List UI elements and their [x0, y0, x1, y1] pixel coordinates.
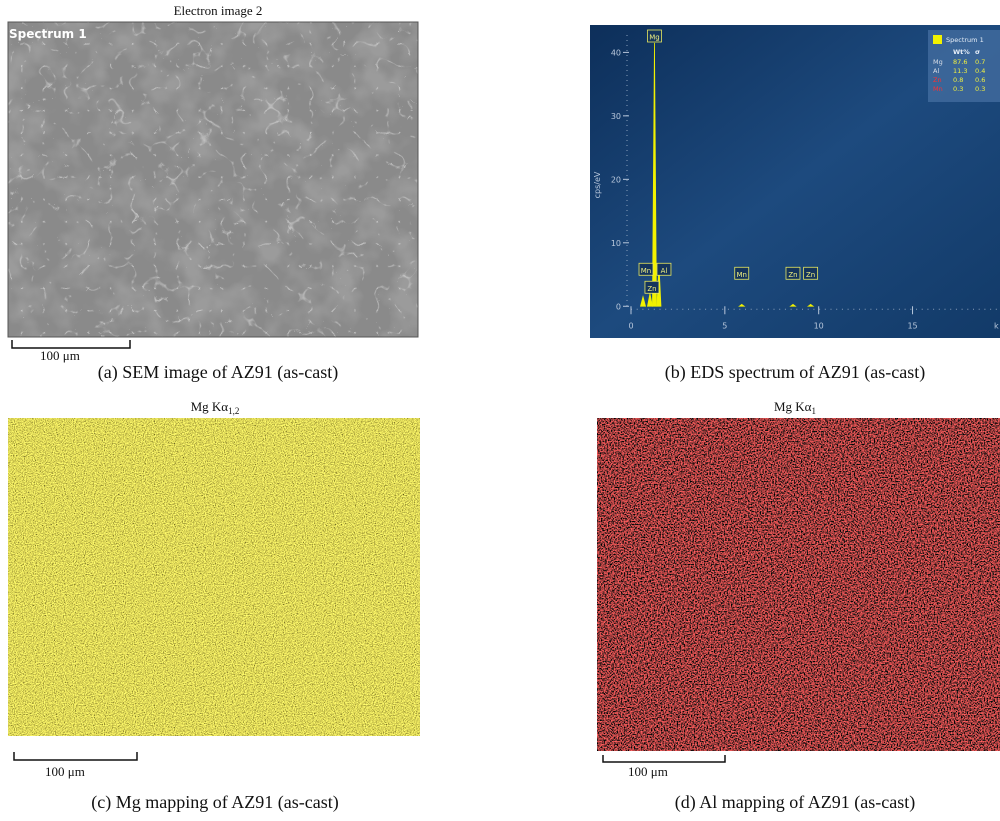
x-axis-label: k [994, 321, 999, 330]
scale-bar [12, 340, 130, 348]
caption: (a) SEM image of AZ91 (as-cast) [98, 362, 338, 383]
title-text: Mg Kα [191, 399, 229, 414]
peak-label: Mn [641, 267, 651, 275]
panel-title: Electron image 2 [174, 3, 263, 18]
legend-value: 0.3 [975, 85, 985, 93]
y-axis-label: cps/eV [593, 171, 602, 198]
panel-title: Mg Kα1,2 [191, 399, 240, 416]
caption: (b) EDS spectrum of AZ91 (as-cast) [665, 362, 925, 383]
scale-bar [603, 755, 725, 762]
peak-label: Mn [736, 271, 746, 279]
legend-value: 0.8 [953, 76, 963, 84]
figure: Electron image 2 Spectrum 1 100 μm (a) S… [0, 0, 1000, 821]
peak-label: Zn [806, 271, 815, 279]
y-tick-label: 10 [611, 239, 621, 248]
x-tick-label: 0 [628, 321, 633, 330]
title-text: Mg Kα [774, 399, 812, 414]
caption: (d) Al mapping of AZ91 (as-cast) [675, 792, 915, 813]
y-tick-label: 30 [611, 112, 621, 121]
al-map [597, 418, 1000, 751]
x-tick-label: 15 [907, 321, 917, 330]
legend-swatch [933, 35, 942, 44]
scale-label: 100 μm [628, 764, 668, 779]
y-tick-label: 40 [611, 48, 621, 57]
page: AZ91 SEM/EDS figure {"panels": [ {"title… [0, 0, 1000, 821]
sem-image [8, 22, 418, 337]
peak-label: Mg [649, 34, 659, 42]
y-tick-label: 0 [616, 302, 621, 311]
legend-value: 0.3 [953, 85, 963, 93]
scale-bar [14, 752, 137, 760]
legend-value: 0.7 [975, 58, 985, 66]
legend-value: 0.6 [975, 76, 985, 84]
mg-map [8, 418, 420, 736]
overlay-label: Spectrum 1 [9, 27, 87, 41]
panel-title: Mg Kα1 [774, 399, 816, 416]
x-tick-label: 10 [814, 321, 824, 330]
title-subscript: 1,2 [228, 406, 239, 416]
scale-label: 100 μm [45, 764, 85, 779]
legend-value: 0.4 [975, 67, 985, 75]
legend-value: 11.3 [953, 67, 967, 75]
legend-element: Al [933, 67, 939, 75]
legend-element: Mg [933, 58, 943, 66]
body: Electron image 2 Spectrum 1 100 μm (a) S… [0, 0, 1000, 821]
x-tick-label: 5 [722, 321, 727, 330]
caption: (c) Mg mapping of AZ91 (as-cast) [91, 792, 338, 813]
legend-element: Mn [933, 85, 943, 93]
legend-title: Spectrum 1 [946, 36, 984, 44]
peak-label: Zn [788, 271, 797, 279]
scale-label: 100 μm [40, 348, 80, 363]
legend-element: Zn [933, 76, 942, 84]
peak-label: Zn [647, 285, 656, 293]
legend-column: σ [975, 48, 980, 56]
y-tick-label: 20 [611, 175, 621, 184]
title-subscript: 1 [812, 406, 817, 416]
sem-veins [8, 22, 418, 337]
peak-label: Al [661, 267, 668, 275]
legend-value: 87.6 [953, 58, 967, 66]
legend-column: Wt% [953, 48, 970, 56]
